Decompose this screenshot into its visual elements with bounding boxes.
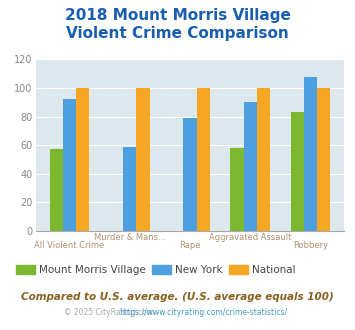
Bar xyxy=(230,148,244,231)
Bar xyxy=(257,88,270,231)
Bar xyxy=(304,77,317,231)
Text: Murder & Mans...: Murder & Mans... xyxy=(94,233,166,242)
Text: © 2025 CityRating.com -: © 2025 CityRating.com - xyxy=(64,309,162,317)
Text: 2018 Mount Morris Village: 2018 Mount Morris Village xyxy=(65,8,290,23)
Text: Rape: Rape xyxy=(179,241,201,250)
Text: All Violent Crime: All Violent Crime xyxy=(34,241,104,250)
Bar xyxy=(63,99,76,231)
Bar xyxy=(76,88,89,231)
Text: Compared to U.S. average. (U.S. average equals 100): Compared to U.S. average. (U.S. average … xyxy=(21,292,334,302)
Bar xyxy=(123,147,136,231)
Bar xyxy=(197,88,210,231)
Text: Aggravated Assault: Aggravated Assault xyxy=(209,233,291,242)
Text: Violent Crime Comparison: Violent Crime Comparison xyxy=(66,26,289,41)
Bar xyxy=(244,102,257,231)
Bar xyxy=(183,118,197,231)
Bar xyxy=(317,88,330,231)
Text: https://www.cityrating.com/crime-statistics/: https://www.cityrating.com/crime-statist… xyxy=(119,309,287,317)
Text: Robbery: Robbery xyxy=(293,241,328,250)
Bar xyxy=(136,88,149,231)
Bar xyxy=(290,112,304,231)
Legend: Mount Morris Village, New York, National: Mount Morris Village, New York, National xyxy=(12,261,300,280)
Bar xyxy=(50,149,63,231)
